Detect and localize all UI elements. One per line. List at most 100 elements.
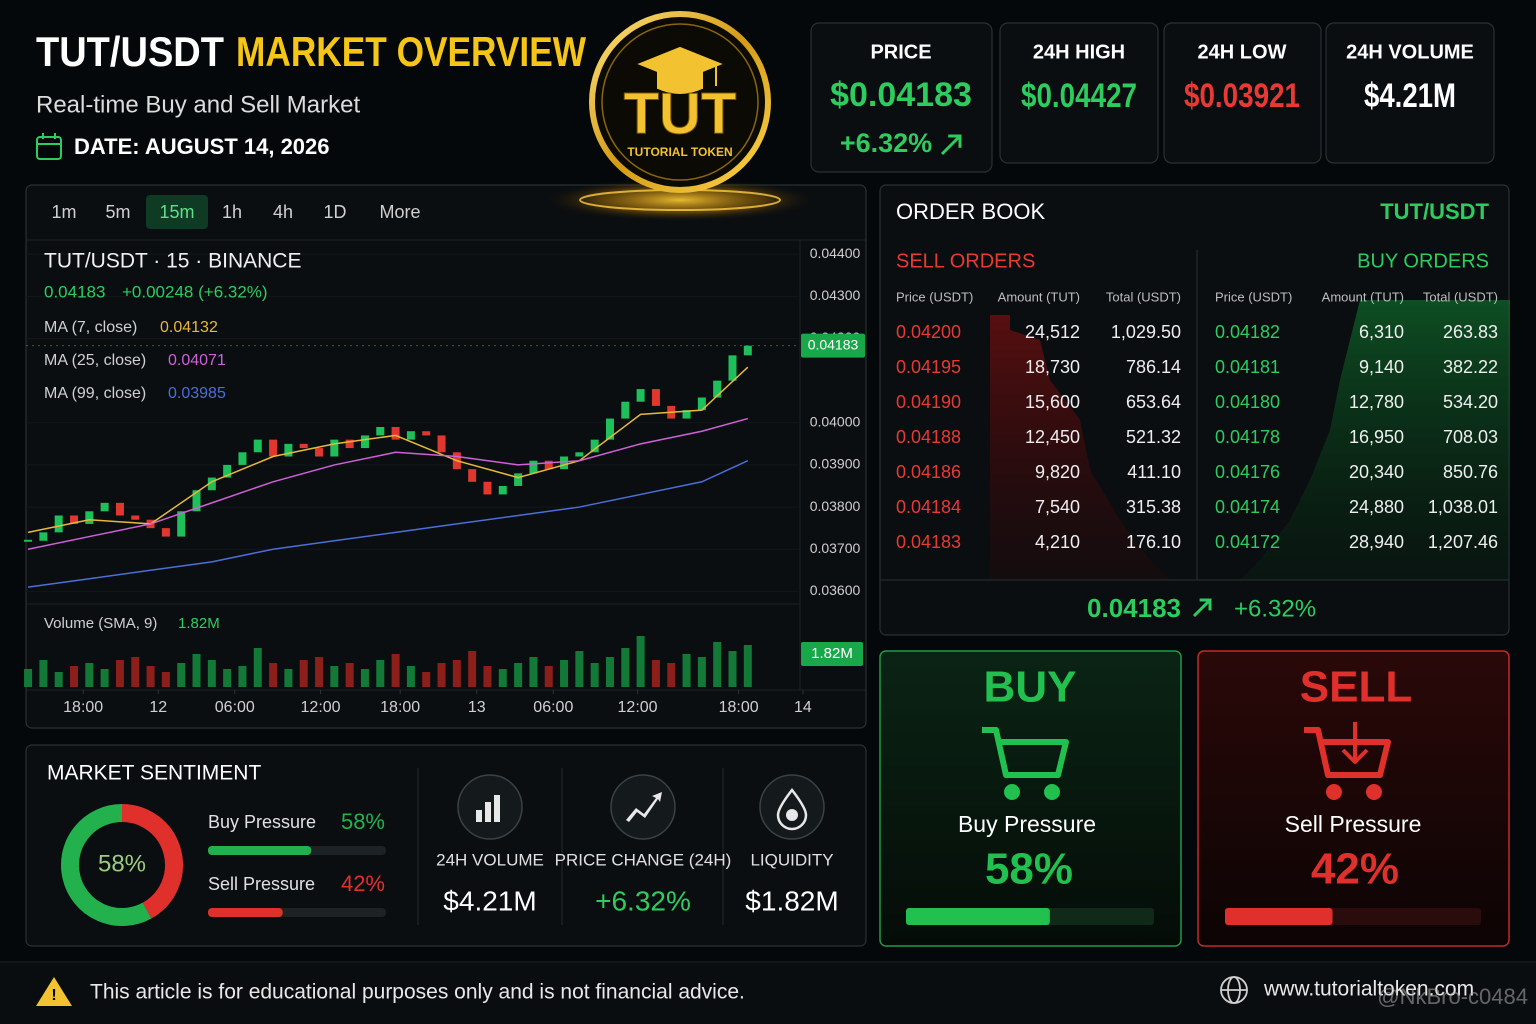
buy-order-cell: 12,780 [1349,392,1404,412]
volume-bar [498,669,507,687]
metric-value: $4.21M [443,885,536,916]
volume-bar [284,669,293,687]
candle [529,460,538,474]
volume-bar [207,660,216,687]
candle [284,443,293,457]
x-tick-label: 13 [468,699,486,716]
order-book-title: ORDER BOOK [896,199,1045,224]
candle [651,389,660,406]
buy-order-cell: 16,950 [1349,427,1404,447]
candle [131,515,140,520]
ma-legend-name: MA (25, close) [44,352,146,369]
volume-bar [514,663,523,687]
y-tick-label: 0.04300 [810,287,861,303]
logo-ring [601,23,759,181]
buy-order-cell: 24,880 [1349,497,1404,517]
volume-bar [697,657,706,687]
candle [269,439,278,457]
timeframe-button[interactable]: 15m [159,202,194,222]
order-book-pair: TUT/USDT [1380,199,1489,224]
candle [376,427,385,436]
warning-glyph: ! [51,987,56,1004]
timeframe-button[interactable]: More [379,202,420,222]
candle [70,515,79,524]
candle [391,427,400,440]
volume-bar [223,669,232,687]
buy-order-cell: 28,940 [1349,532,1404,552]
candle [713,380,722,398]
column-header: Price (USDT) [896,289,973,304]
volume-bar [85,663,94,687]
metric-label: LIQUIDITY [750,850,833,869]
volume-bar [575,651,584,687]
sell-panel-title: SELL [1300,663,1412,712]
sell-order-cell: 7,540 [1035,497,1080,517]
volume-title: Volume (SMA, 9) [44,615,157,632]
volume-value: 1.82M [178,615,220,632]
candle [697,397,706,411]
buy-order-cell: 0.04172 [1215,532,1280,552]
y-tick-label: 0.03800 [810,498,861,514]
volume-bar [743,645,752,687]
buy-order-cell: 0.04178 [1215,427,1280,447]
volume-bar [529,657,538,687]
buy-order-cell: 6,310 [1359,322,1404,342]
y-tick-label: 0.03700 [810,540,861,556]
y-tick-label: 0.04000 [810,413,861,429]
footer [0,962,1536,1024]
candle [437,435,446,453]
stat-label: 24H HIGH [1033,41,1125,63]
disclaimer: This article is for educational purposes… [90,981,745,1004]
column-header: Total (USDT) [1106,289,1181,304]
volume-bar [360,669,369,687]
candle [406,431,415,440]
candle [192,490,201,512]
current-price-label: 0.04183 [808,336,859,352]
candle [422,431,431,436]
volume-bar [651,660,660,687]
volume-bar [269,663,278,687]
candle [682,410,691,419]
x-tick-label: 18:00 [719,699,759,716]
sell-order-cell: 0.04184 [896,497,961,517]
stat-change: +6.32% [840,128,932,158]
volume-bar [544,666,553,687]
sell-order-cell: 18,730 [1025,357,1080,377]
metric-value: +6.32% [595,885,691,916]
sell-cart-icon [1304,722,1391,800]
volume-bar [483,666,492,687]
timeframe-button[interactable]: 5m [105,202,130,222]
candle [223,464,232,478]
buy-order-cell: 20,340 [1349,462,1404,482]
candle [115,502,124,516]
stat-card [810,22,993,173]
buy-order-cell: 0.04180 [1215,392,1280,412]
volume-bar [560,660,569,687]
sell-panel [1197,650,1510,947]
buy-order-cell: 263.83 [1443,322,1498,342]
volume-bar [115,660,124,687]
ma-legend-value: 0.03985 [168,385,226,402]
timeframe-button[interactable]: 4h [273,202,293,222]
active-timeframe [146,195,208,229]
candle [468,469,477,482]
buy-pressure-bar [208,846,312,855]
timeframe-button[interactable]: 1m [51,202,76,222]
sell-order-cell: 521.32 [1126,427,1181,447]
buy-panel-bar [906,908,1050,925]
volume-bar [713,642,722,687]
y-tick-label: 0.04400 [810,245,861,261]
stat-value: $0.03921 [1184,77,1300,115]
x-tick-label: 12:00 [301,699,341,716]
up-arrow-icon [940,134,962,156]
volume-bar [437,663,446,687]
metric-glyphs [476,787,808,831]
buy-order-cell: 9,140 [1359,357,1404,377]
volume-bar [146,666,155,687]
timeframe-button[interactable]: 1h [222,202,242,222]
volume-bar [238,666,247,687]
current-price-tag [801,333,865,358]
timeframe-button[interactable]: 1D [323,202,346,222]
column-header: Price (USDT) [1215,289,1292,304]
